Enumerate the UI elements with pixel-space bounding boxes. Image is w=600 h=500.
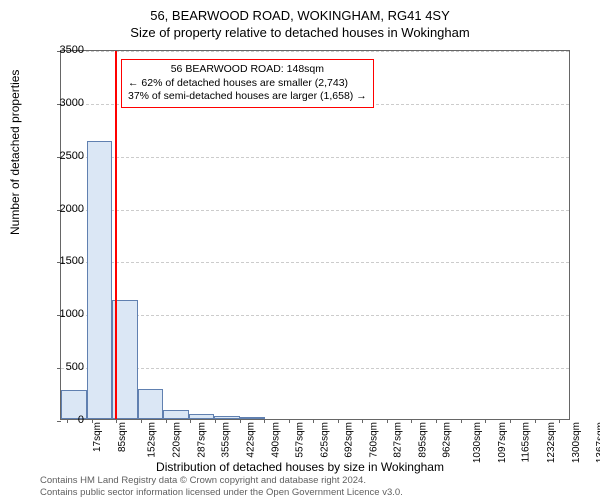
- reference-line: [115, 51, 117, 419]
- xtick-mark: [240, 419, 241, 423]
- xtick-mark: [190, 419, 191, 423]
- ytick-label: 2500: [44, 150, 84, 162]
- xtick-mark: [411, 419, 412, 423]
- xtick-label: 355sqm: [221, 422, 232, 458]
- xtick-label: 152sqm: [147, 422, 158, 458]
- ytick-label: 3500: [44, 44, 84, 56]
- xtick-label: 827sqm: [393, 422, 404, 458]
- gridline: [61, 51, 569, 52]
- xtick-label: 557sqm: [294, 422, 305, 458]
- ytick-label: 2000: [44, 203, 84, 215]
- xtick-mark: [535, 419, 536, 423]
- chart-container: 56, BEARWOOD ROAD, WOKINGHAM, RG41 4SY S…: [0, 0, 600, 500]
- plot-area: 56 BEARWOOD ROAD: 148sqm← 62% of detache…: [60, 50, 570, 420]
- xtick-mark: [461, 419, 462, 423]
- gridline: [61, 157, 569, 158]
- xtick-label: 1232sqm: [546, 422, 557, 463]
- xtick-mark: [166, 419, 167, 423]
- xtick-label: 692sqm: [344, 422, 355, 458]
- xtick-label: 1300sqm: [571, 422, 582, 463]
- xtick-label: 422sqm: [245, 422, 256, 458]
- annotation-line: 37% of semi-detached houses are larger (…: [128, 90, 367, 104]
- histogram-bar: [240, 417, 266, 419]
- xtick-label: 895sqm: [418, 422, 429, 458]
- xtick-mark: [141, 419, 142, 423]
- xtick-label: 625sqm: [319, 422, 330, 458]
- x-axis-label: Distribution of detached houses by size …: [0, 460, 600, 474]
- annotation-line: 56 BEARWOOD ROAD: 148sqm: [128, 63, 367, 77]
- ytick-label: 1000: [44, 308, 84, 320]
- xtick-mark: [215, 419, 216, 423]
- histogram-bar: [87, 141, 113, 419]
- y-axis-label: Number of detached properties: [8, 70, 22, 235]
- ytick-label: 1500: [44, 255, 84, 267]
- xtick-label: 1165sqm: [521, 422, 532, 462]
- xtick-mark: [264, 419, 265, 423]
- xtick-label: 962sqm: [442, 422, 453, 458]
- annotation-line: ← 62% of detached houses are smaller (2,…: [128, 77, 367, 91]
- xtick-label: 760sqm: [368, 422, 379, 458]
- xtick-label: 220sqm: [172, 422, 183, 458]
- xtick-mark: [510, 419, 511, 423]
- ytick-label: 0: [44, 414, 84, 426]
- xtick-label: 85sqm: [117, 422, 128, 452]
- ytick-label: 3000: [44, 97, 84, 109]
- xtick-mark: [387, 419, 388, 423]
- xtick-mark: [338, 419, 339, 423]
- gridline: [61, 262, 569, 263]
- footer-line-1: Contains HM Land Registry data © Crown c…: [40, 475, 403, 486]
- gridline: [61, 210, 569, 211]
- footer-line-2: Contains public sector information licen…: [40, 487, 403, 498]
- xtick-mark: [436, 419, 437, 423]
- xtick-mark: [485, 419, 486, 423]
- xtick-label: 490sqm: [270, 422, 281, 458]
- chart-title: Size of property relative to detached ho…: [0, 23, 600, 40]
- plot-frame: 56 BEARWOOD ROAD: 148sqm← 62% of detache…: [60, 50, 570, 420]
- xtick-label: 17sqm: [92, 422, 103, 452]
- xtick-label: 1030sqm: [472, 422, 483, 463]
- xtick-mark: [313, 419, 314, 423]
- xtick-label: 1367sqm: [595, 422, 600, 463]
- xtick-label: 287sqm: [196, 422, 207, 458]
- xtick-mark: [362, 419, 363, 423]
- chart-supertitle: 56, BEARWOOD ROAD, WOKINGHAM, RG41 4SY: [0, 0, 600, 23]
- histogram-bar: [214, 416, 240, 419]
- histogram-bar: [163, 410, 189, 420]
- xtick-mark: [289, 419, 290, 423]
- histogram-bar: [189, 414, 215, 419]
- xtick-label: 1097sqm: [497, 422, 508, 463]
- histogram-bar: [138, 389, 164, 419]
- ytick-label: 500: [44, 361, 84, 373]
- attribution-footer: Contains HM Land Registry data © Crown c…: [40, 475, 403, 498]
- annotation-callout: 56 BEARWOOD ROAD: 148sqm← 62% of detache…: [121, 59, 374, 108]
- xtick-mark: [559, 419, 560, 423]
